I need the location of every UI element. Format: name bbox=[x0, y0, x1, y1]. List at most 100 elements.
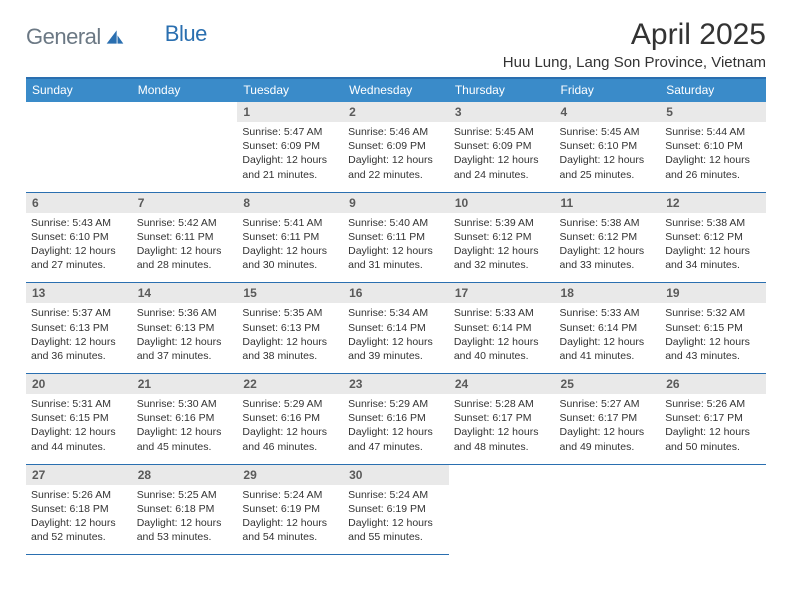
calendar-day-cell: 3Sunrise: 5:45 AMSunset: 6:09 PMDaylight… bbox=[449, 102, 555, 192]
calendar-day-cell: 10Sunrise: 5:39 AMSunset: 6:12 PMDayligh… bbox=[449, 192, 555, 283]
day-details bbox=[449, 485, 555, 541]
day-details: Sunrise: 5:33 AMSunset: 6:14 PMDaylight:… bbox=[555, 303, 661, 373]
calendar-day-cell: 4Sunrise: 5:45 AMSunset: 6:10 PMDaylight… bbox=[555, 102, 661, 192]
day-details: Sunrise: 5:38 AMSunset: 6:12 PMDaylight:… bbox=[555, 213, 661, 283]
calendar-day-cell: 26Sunrise: 5:26 AMSunset: 6:17 PMDayligh… bbox=[660, 374, 766, 465]
calendar-day-cell: 15Sunrise: 5:35 AMSunset: 6:13 PMDayligh… bbox=[237, 283, 343, 374]
weekday-header: Sunday bbox=[26, 79, 132, 102]
calendar-day-cell: 2Sunrise: 5:46 AMSunset: 6:09 PMDaylight… bbox=[343, 102, 449, 192]
day-number: 11 bbox=[555, 193, 661, 213]
calendar-week-row: 1Sunrise: 5:47 AMSunset: 6:09 PMDaylight… bbox=[26, 102, 766, 192]
day-number bbox=[26, 102, 132, 122]
day-details: Sunrise: 5:45 AMSunset: 6:10 PMDaylight:… bbox=[555, 122, 661, 192]
day-number: 20 bbox=[26, 374, 132, 394]
calendar-day-cell: 17Sunrise: 5:33 AMSunset: 6:14 PMDayligh… bbox=[449, 283, 555, 374]
day-details: Sunrise: 5:27 AMSunset: 6:17 PMDaylight:… bbox=[555, 394, 661, 464]
day-details bbox=[660, 485, 766, 541]
day-number bbox=[660, 465, 766, 485]
day-details: Sunrise: 5:26 AMSunset: 6:17 PMDaylight:… bbox=[660, 394, 766, 464]
day-details: Sunrise: 5:39 AMSunset: 6:12 PMDaylight:… bbox=[449, 213, 555, 283]
calendar-day-cell: 14Sunrise: 5:36 AMSunset: 6:13 PMDayligh… bbox=[132, 283, 238, 374]
day-details: Sunrise: 5:41 AMSunset: 6:11 PMDaylight:… bbox=[237, 213, 343, 283]
calendar-day-cell bbox=[660, 464, 766, 555]
calendar-day-cell: 18Sunrise: 5:33 AMSunset: 6:14 PMDayligh… bbox=[555, 283, 661, 374]
calendar-day-cell bbox=[449, 464, 555, 555]
day-number: 29 bbox=[237, 465, 343, 485]
calendar-day-cell: 11Sunrise: 5:38 AMSunset: 6:12 PMDayligh… bbox=[555, 192, 661, 283]
brand-text-a: General bbox=[26, 24, 101, 50]
day-details bbox=[132, 122, 238, 178]
day-number: 2 bbox=[343, 102, 449, 122]
weekday-header: Tuesday bbox=[237, 79, 343, 102]
day-number: 1 bbox=[237, 102, 343, 122]
calendar-table: SundayMondayTuesdayWednesdayThursdayFrid… bbox=[26, 79, 766, 555]
page-title: April 2025 bbox=[503, 18, 766, 52]
day-details: Sunrise: 5:38 AMSunset: 6:12 PMDaylight:… bbox=[660, 213, 766, 283]
weekday-header: Thursday bbox=[449, 79, 555, 102]
day-number: 17 bbox=[449, 283, 555, 303]
day-number bbox=[132, 102, 238, 122]
day-number: 23 bbox=[343, 374, 449, 394]
calendar-day-cell: 19Sunrise: 5:32 AMSunset: 6:15 PMDayligh… bbox=[660, 283, 766, 374]
calendar-day-cell: 25Sunrise: 5:27 AMSunset: 6:17 PMDayligh… bbox=[555, 374, 661, 465]
calendar-day-cell: 28Sunrise: 5:25 AMSunset: 6:18 PMDayligh… bbox=[132, 464, 238, 555]
calendar-day-cell: 20Sunrise: 5:31 AMSunset: 6:15 PMDayligh… bbox=[26, 374, 132, 465]
calendar-day-cell: 29Sunrise: 5:24 AMSunset: 6:19 PMDayligh… bbox=[237, 464, 343, 555]
day-number: 21 bbox=[132, 374, 238, 394]
calendar-day-cell: 24Sunrise: 5:28 AMSunset: 6:17 PMDayligh… bbox=[449, 374, 555, 465]
day-number: 5 bbox=[660, 102, 766, 122]
day-details: Sunrise: 5:33 AMSunset: 6:14 PMDaylight:… bbox=[449, 303, 555, 373]
day-number: 3 bbox=[449, 102, 555, 122]
weekday-header: Saturday bbox=[660, 79, 766, 102]
calendar-day-cell: 13Sunrise: 5:37 AMSunset: 6:13 PMDayligh… bbox=[26, 283, 132, 374]
day-details bbox=[555, 485, 661, 541]
day-number: 16 bbox=[343, 283, 449, 303]
day-number: 10 bbox=[449, 193, 555, 213]
day-details bbox=[26, 122, 132, 178]
day-number: 8 bbox=[237, 193, 343, 213]
day-number: 19 bbox=[660, 283, 766, 303]
day-details: Sunrise: 5:37 AMSunset: 6:13 PMDaylight:… bbox=[26, 303, 132, 373]
sail-icon bbox=[105, 28, 125, 46]
calendar-day-cell: 27Sunrise: 5:26 AMSunset: 6:18 PMDayligh… bbox=[26, 464, 132, 555]
day-details: Sunrise: 5:25 AMSunset: 6:18 PMDaylight:… bbox=[132, 485, 238, 555]
day-details: Sunrise: 5:42 AMSunset: 6:11 PMDaylight:… bbox=[132, 213, 238, 283]
calendar-week-row: 13Sunrise: 5:37 AMSunset: 6:13 PMDayligh… bbox=[26, 283, 766, 374]
calendar-day-cell bbox=[26, 102, 132, 192]
day-details: Sunrise: 5:34 AMSunset: 6:14 PMDaylight:… bbox=[343, 303, 449, 373]
calendar-day-cell: 7Sunrise: 5:42 AMSunset: 6:11 PMDaylight… bbox=[132, 192, 238, 283]
day-details: Sunrise: 5:26 AMSunset: 6:18 PMDaylight:… bbox=[26, 485, 132, 555]
day-number bbox=[449, 465, 555, 485]
calendar-day-cell: 1Sunrise: 5:47 AMSunset: 6:09 PMDaylight… bbox=[237, 102, 343, 192]
calendar-day-cell bbox=[555, 464, 661, 555]
day-number: 27 bbox=[26, 465, 132, 485]
day-details: Sunrise: 5:35 AMSunset: 6:13 PMDaylight:… bbox=[237, 303, 343, 373]
day-details: Sunrise: 5:45 AMSunset: 6:09 PMDaylight:… bbox=[449, 122, 555, 192]
day-details: Sunrise: 5:28 AMSunset: 6:17 PMDaylight:… bbox=[449, 394, 555, 464]
day-details: Sunrise: 5:24 AMSunset: 6:19 PMDaylight:… bbox=[237, 485, 343, 555]
calendar-day-cell: 21Sunrise: 5:30 AMSunset: 6:16 PMDayligh… bbox=[132, 374, 238, 465]
weekday-header-row: SundayMondayTuesdayWednesdayThursdayFrid… bbox=[26, 79, 766, 102]
day-number: 22 bbox=[237, 374, 343, 394]
day-details: Sunrise: 5:31 AMSunset: 6:15 PMDaylight:… bbox=[26, 394, 132, 464]
calendar-day-cell: 8Sunrise: 5:41 AMSunset: 6:11 PMDaylight… bbox=[237, 192, 343, 283]
day-details: Sunrise: 5:40 AMSunset: 6:11 PMDaylight:… bbox=[343, 213, 449, 283]
weekday-header: Friday bbox=[555, 79, 661, 102]
day-number bbox=[555, 465, 661, 485]
weekday-header: Monday bbox=[132, 79, 238, 102]
calendar-day-cell bbox=[132, 102, 238, 192]
calendar-day-cell: 23Sunrise: 5:29 AMSunset: 6:16 PMDayligh… bbox=[343, 374, 449, 465]
calendar-day-cell: 12Sunrise: 5:38 AMSunset: 6:12 PMDayligh… bbox=[660, 192, 766, 283]
day-details: Sunrise: 5:29 AMSunset: 6:16 PMDaylight:… bbox=[343, 394, 449, 464]
day-number: 26 bbox=[660, 374, 766, 394]
day-details: Sunrise: 5:30 AMSunset: 6:16 PMDaylight:… bbox=[132, 394, 238, 464]
calendar-week-row: 27Sunrise: 5:26 AMSunset: 6:18 PMDayligh… bbox=[26, 464, 766, 555]
day-details: Sunrise: 5:43 AMSunset: 6:10 PMDaylight:… bbox=[26, 213, 132, 283]
calendar-day-cell: 6Sunrise: 5:43 AMSunset: 6:10 PMDaylight… bbox=[26, 192, 132, 283]
brand-logo: General Blue bbox=[26, 24, 207, 50]
day-number: 6 bbox=[26, 193, 132, 213]
weekday-header: Wednesday bbox=[343, 79, 449, 102]
day-number: 24 bbox=[449, 374, 555, 394]
day-details: Sunrise: 5:32 AMSunset: 6:15 PMDaylight:… bbox=[660, 303, 766, 373]
calendar-day-cell: 5Sunrise: 5:44 AMSunset: 6:10 PMDaylight… bbox=[660, 102, 766, 192]
